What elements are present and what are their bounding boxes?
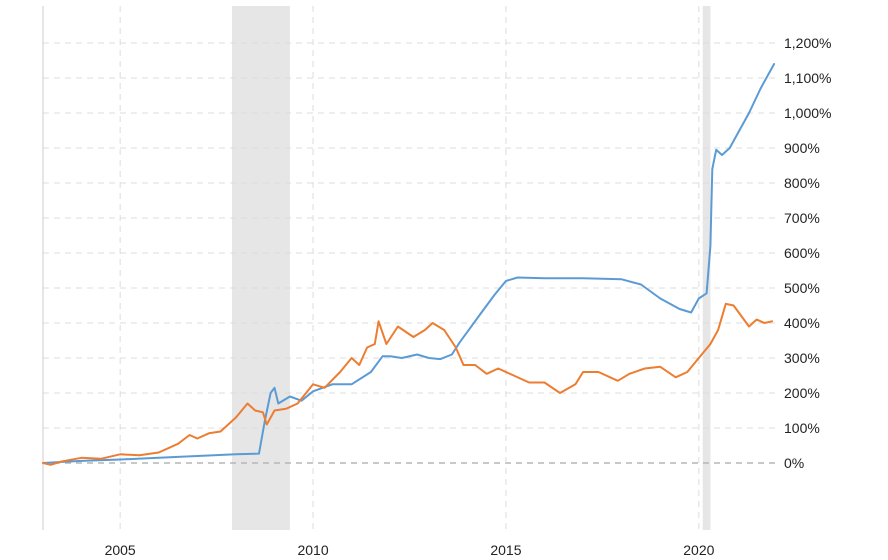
gridlines (43, 42, 776, 464)
y-tick-label: 700% (784, 210, 820, 226)
x-tick-label: 2005 (105, 542, 136, 558)
y-tick-label: 200% (784, 385, 820, 401)
y-tick-label: 400% (784, 315, 820, 331)
y-tick-label: 100% (784, 420, 820, 436)
x-gridlines (119, 6, 700, 530)
y-tick-label: 800% (784, 175, 820, 191)
series-lines (42, 63, 776, 466)
y-tick-label: 300% (784, 350, 820, 366)
recession-band-1 (232, 6, 290, 530)
x-tick-label: 2010 (297, 542, 328, 558)
series-line-1 (42, 63, 776, 464)
y-tick-label: 1,000% (784, 105, 831, 121)
y-tick-label: 600% (784, 245, 820, 261)
y-tick-labels: 0% 100% 200% 300% 400% 500% 600% 700% 800% 900% 1,… (784, 35, 831, 471)
x-tick-label: 2015 (490, 542, 521, 558)
recession-shading (232, 6, 711, 530)
recession-band-2 (702, 6, 711, 530)
y-tick-label: 900% (784, 140, 820, 156)
y-tick-label: 0% (784, 455, 804, 471)
x-tick-label: 2020 (683, 542, 714, 558)
x-tick-labels: 2005 2010 2015 2020 (105, 542, 715, 558)
series-line-2 (42, 302, 774, 466)
y-tick-label: 1,200% (784, 35, 831, 51)
y-tick-label: 1,100% (784, 70, 831, 86)
y-tick-label: 500% (784, 280, 820, 296)
